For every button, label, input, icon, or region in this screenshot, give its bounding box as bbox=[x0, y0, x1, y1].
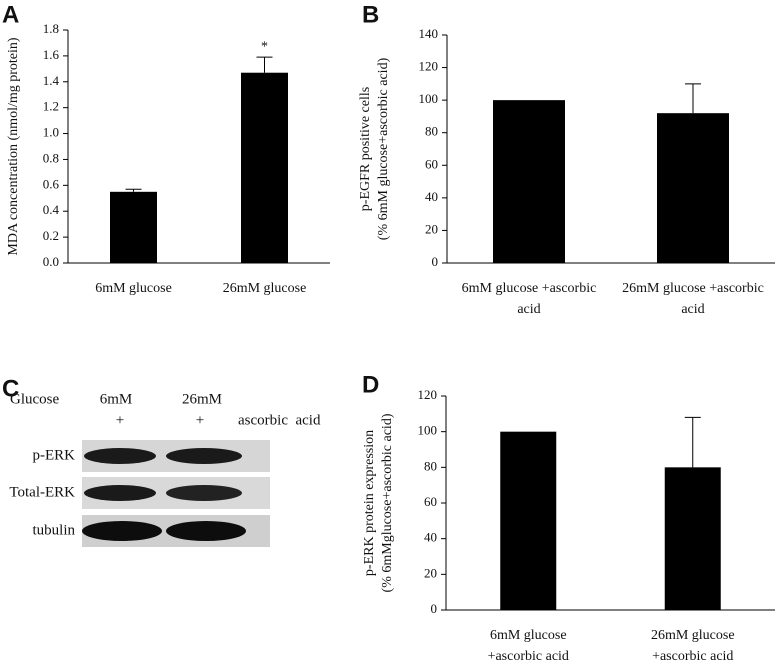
chart-panel: Dp-ERK protein expression (% 6mMglucose+a… bbox=[362, 371, 775, 662]
y-axis-label-line: p-ERK protein expression bbox=[362, 430, 377, 576]
x-tick-label: 26mM glucose +ascorbic bbox=[622, 281, 764, 296]
bar bbox=[657, 113, 729, 264]
y-tick-label: 20 bbox=[424, 565, 437, 580]
panel-label: A bbox=[2, 1, 19, 28]
y-axis-label-line: (% 6mMglucose+ascorbic acid) bbox=[380, 413, 395, 592]
blot-band bbox=[84, 485, 156, 501]
bar bbox=[664, 467, 721, 610]
blot-row-label: tubulin bbox=[32, 522, 75, 538]
y-tick-label: 0.4 bbox=[43, 202, 60, 217]
y-tick-label: 1.2 bbox=[43, 99, 59, 114]
bar bbox=[110, 191, 157, 263]
x-tick-label: acid bbox=[517, 302, 540, 317]
x-tick-label: 26mM glucose bbox=[651, 628, 735, 643]
chart-panel: Bp-EGFR positive cells (% 6mM glucose+asc… bbox=[358, 1, 775, 317]
bar bbox=[500, 431, 557, 610]
y-axis-label-line: (% 6mM glucose+ascorbic acid) bbox=[376, 57, 391, 240]
x-tick-label: +ascorbic acid bbox=[488, 649, 569, 662]
blot-panel: C Glucose 6mM 26mM + + ascorbic acid p-E… bbox=[2, 375, 321, 547]
condition-label: 6mM bbox=[100, 391, 133, 407]
row-header: Glucose bbox=[10, 391, 59, 407]
y-axis-label: MDA concentration (nmol/mg protein) bbox=[6, 37, 21, 255]
error-bar bbox=[685, 83, 701, 114]
x-tick-label: 26mM glucose bbox=[223, 281, 307, 296]
y-tick-label: 100 bbox=[418, 423, 438, 438]
y-tick-label: 1.8 bbox=[43, 21, 59, 36]
x-tick-label: 6mM glucose bbox=[95, 281, 172, 296]
y-tick-label: 1.4 bbox=[43, 73, 60, 88]
y-tick-label: 0.2 bbox=[43, 228, 59, 243]
treatment-mark: + bbox=[116, 412, 124, 428]
y-tick-label: 100 bbox=[419, 91, 439, 106]
chart-panel: A MDA concentration (nmol/mg protein) 0.0 0… bbox=[2, 1, 330, 296]
error-bar bbox=[684, 416, 701, 468]
bar bbox=[241, 72, 288, 263]
error-bar bbox=[125, 188, 142, 192]
y-tick-label: 40 bbox=[424, 530, 437, 545]
x-tick-label: +ascorbic acid bbox=[652, 649, 733, 662]
y-tick-label: 1.0 bbox=[43, 125, 59, 140]
y-tick-label: 120 bbox=[418, 387, 438, 402]
bar bbox=[493, 100, 565, 264]
panel-label: D bbox=[362, 371, 379, 398]
y-axis-label: p-ERK protein expression (% 6mMglucose+as… bbox=[362, 413, 395, 592]
blot-band bbox=[84, 448, 156, 464]
y-tick-label: 40 bbox=[425, 189, 438, 204]
y-tick-label: 60 bbox=[424, 494, 437, 509]
blot-band bbox=[166, 448, 242, 464]
significance-mark: * bbox=[261, 39, 268, 54]
y-axis-label: p-EGFR positive cells (% 6mM glucose+asco… bbox=[358, 57, 391, 240]
y-tick-label: 0.0 bbox=[43, 254, 59, 269]
blot-row-label: Total-ERK bbox=[9, 484, 75, 500]
y-tick-label: 140 bbox=[419, 26, 439, 41]
error-bar bbox=[256, 56, 273, 73]
x-tick-label: 6mM glucose +ascorbic bbox=[462, 281, 597, 296]
y-tick-label: 80 bbox=[424, 458, 437, 473]
x-tick-label: acid bbox=[681, 302, 704, 317]
blot-band bbox=[166, 485, 242, 501]
y-tick-label: 20 bbox=[425, 221, 438, 236]
y-tick-label: 0 bbox=[432, 254, 439, 269]
treatment-label: ascorbic acid bbox=[238, 412, 321, 428]
y-tick-label: 1.6 bbox=[43, 47, 60, 62]
y-tick-label: 120 bbox=[419, 59, 439, 74]
y-tick-label: 0.6 bbox=[43, 176, 60, 191]
y-tick-label: 80 bbox=[425, 124, 438, 139]
y-tick-label: 0.8 bbox=[43, 150, 59, 165]
y-tick-label: 60 bbox=[425, 156, 438, 171]
blot-band bbox=[82, 521, 162, 541]
blot-row-label: p-ERK bbox=[33, 447, 76, 463]
y-axis-label-line: MDA concentration (nmol/mg protein) bbox=[6, 37, 21, 255]
treatment-mark: + bbox=[196, 412, 204, 428]
condition-label: 26mM bbox=[182, 391, 222, 407]
x-tick-label: 6mM glucose bbox=[490, 628, 567, 643]
y-axis-label-line: p-EGFR positive cells bbox=[358, 87, 373, 211]
y-tick-label: 0 bbox=[431, 601, 438, 616]
panel-label: C bbox=[2, 375, 19, 402]
panel-label: B bbox=[362, 1, 379, 28]
blot-band bbox=[166, 521, 246, 541]
